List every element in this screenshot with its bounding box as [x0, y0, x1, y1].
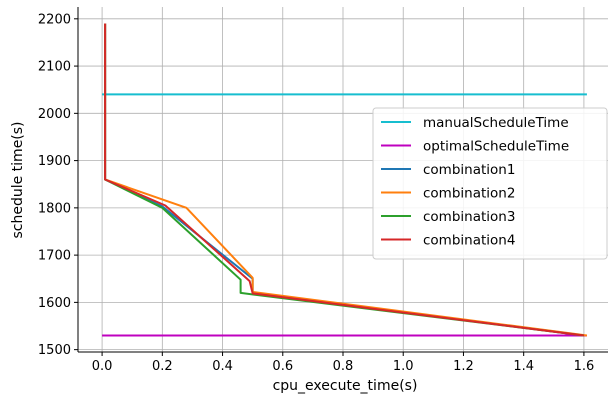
y-axis-label: schedule time(s): [10, 121, 26, 238]
y-tick-label: 2200: [38, 12, 71, 27]
y-tick-label: 2100: [38, 60, 71, 75]
y-tick-label: 1600: [38, 296, 71, 311]
legend-label-manualScheduleTime: manualScheduleTime: [423, 115, 569, 131]
legend-label-combination1: combination1: [423, 162, 515, 178]
x-tick-label: 0.8: [333, 359, 354, 374]
y-tick-label: 1500: [38, 343, 71, 358]
legend: manualScheduleTime optimalScheduleTime com…: [372, 107, 608, 260]
x-tick-label: 1.0: [393, 359, 414, 374]
legend-box: [372, 107, 608, 260]
tick-labels: 0.0 0.2 0.4 0.6 0.8 1.0 1.2 1.4 1.6 1500 1600 1700 1…: [38, 12, 594, 374]
x-tick-label: 1.4: [513, 359, 534, 374]
y-tick-label: 1900: [38, 154, 71, 169]
y-tick-label: 1800: [38, 201, 71, 216]
x-tick-label: 0.0: [92, 359, 113, 374]
y-tick-label: 2000: [38, 107, 71, 122]
x-axis-label: cpu_execute_time(s): [273, 378, 418, 394]
x-tick-label: 0.6: [272, 359, 293, 374]
legend-label-optimalScheduleTime: optimalScheduleTime: [423, 139, 569, 155]
axes: [74, 7, 608, 356]
y-tick-label: 1700: [38, 249, 71, 264]
legend-label-combination3: combination3: [423, 209, 515, 225]
series-lines: [102, 23, 588, 337]
x-tick-label: 1.6: [574, 359, 595, 374]
legend-label-combination4: combination4: [423, 233, 515, 249]
legend-label-combination2: combination2: [423, 186, 515, 202]
x-tick-label: 0.4: [212, 359, 233, 374]
x-tick-label: 0.2: [152, 359, 173, 374]
x-tick-label: 1.2: [453, 359, 474, 374]
series-line-combination4: [104, 23, 585, 337]
